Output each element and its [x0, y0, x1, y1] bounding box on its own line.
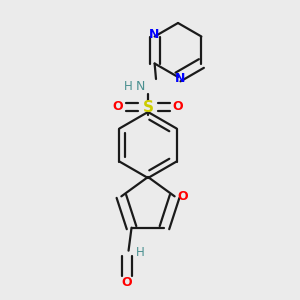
Text: O: O	[173, 100, 183, 113]
Text: N: N	[148, 28, 159, 41]
Text: N: N	[175, 71, 185, 85]
Text: O: O	[113, 100, 123, 113]
Text: H: H	[124, 80, 132, 94]
Text: N: N	[135, 80, 145, 94]
Text: H: H	[136, 246, 145, 259]
Text: S: S	[142, 100, 154, 115]
Text: O: O	[177, 190, 188, 203]
Text: O: O	[121, 276, 132, 289]
